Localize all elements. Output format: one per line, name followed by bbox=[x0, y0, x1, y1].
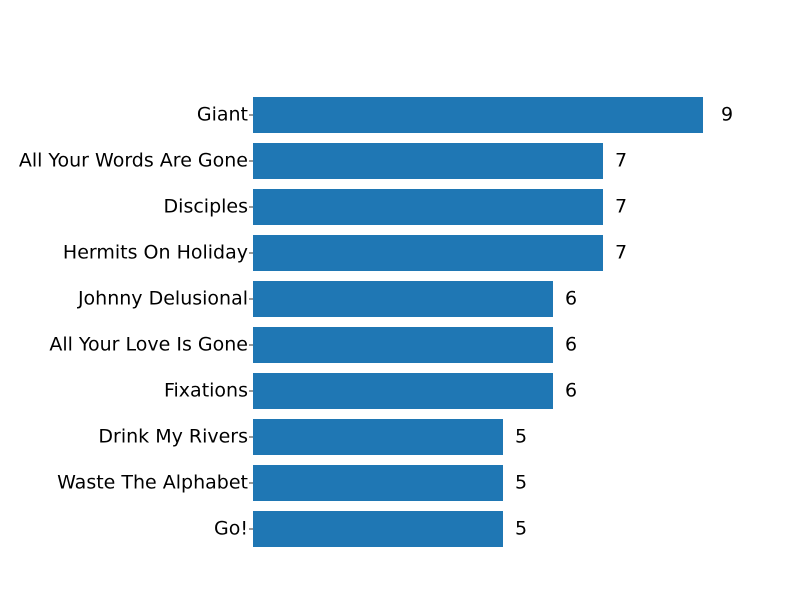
value-label: 5 bbox=[515, 426, 527, 448]
category-label: Fixations bbox=[164, 380, 248, 402]
labels-layer: Giant 9 All Your Words Are Gone 7 Disciples 7… bbox=[19, 104, 733, 540]
category-label: Disciples bbox=[164, 196, 248, 218]
bar bbox=[253, 235, 603, 271]
value-label: 6 bbox=[565, 334, 577, 356]
bars-layer bbox=[253, 97, 703, 547]
category-label: All Your Words Are Gone bbox=[19, 150, 248, 172]
ticks-layer bbox=[249, 114, 253, 530]
value-label: 6 bbox=[565, 380, 577, 402]
category-label: All Your Love Is Gone bbox=[49, 334, 248, 356]
bar bbox=[253, 511, 503, 547]
bar bbox=[253, 465, 503, 501]
category-label: Hermits On Holiday bbox=[63, 242, 248, 264]
value-label: 5 bbox=[515, 518, 527, 540]
value-label: 6 bbox=[565, 288, 577, 310]
bar bbox=[253, 373, 553, 409]
value-label: 9 bbox=[721, 104, 733, 126]
value-label: 5 bbox=[515, 472, 527, 494]
bar bbox=[253, 419, 503, 455]
bar bbox=[253, 189, 603, 225]
value-label: 7 bbox=[615, 242, 627, 264]
bar bbox=[253, 327, 553, 363]
value-label: 7 bbox=[615, 196, 627, 218]
category-label: Drink My Rivers bbox=[98, 426, 248, 448]
bar bbox=[253, 281, 553, 317]
bar bbox=[253, 143, 603, 179]
category-label: Johnny Delusional bbox=[77, 288, 248, 310]
value-label: 7 bbox=[615, 150, 627, 172]
bar bbox=[253, 97, 703, 133]
category-label: Waste The Alphabet bbox=[57, 472, 248, 494]
category-label: Go! bbox=[214, 518, 248, 540]
category-label: Giant bbox=[197, 104, 248, 126]
